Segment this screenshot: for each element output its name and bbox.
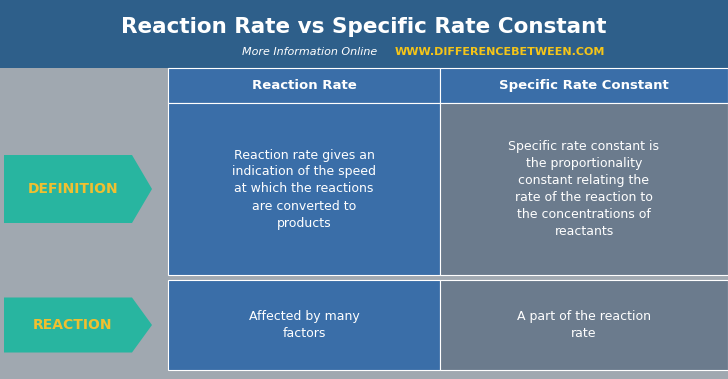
Text: Reaction rate gives an
indication of the speed
at which the reactions
are conver: Reaction rate gives an indication of the… — [232, 149, 376, 230]
Text: Specific Rate Constant: Specific Rate Constant — [499, 79, 669, 92]
Bar — [440, 68, 728, 103]
Text: A part of the reaction
rate: A part of the reaction rate — [517, 310, 651, 340]
Text: REACTION: REACTION — [33, 318, 113, 332]
Polygon shape — [4, 155, 152, 223]
Bar — [440, 103, 728, 275]
Text: More Information Online: More Information Online — [242, 47, 378, 57]
Text: Specific rate constant is
the proportionality
constant relating the
rate of the : Specific rate constant is the proportion… — [508, 140, 660, 238]
Bar — [168, 68, 440, 103]
Polygon shape — [4, 298, 152, 352]
Text: Reaction Rate vs Specific Rate Constant: Reaction Rate vs Specific Rate Constant — [122, 17, 606, 37]
Bar — [168, 103, 440, 275]
Bar — [0, 0, 728, 68]
Text: WWW.DIFFERENCEBETWEEN.COM: WWW.DIFFERENCEBETWEEN.COM — [395, 47, 605, 57]
Bar — [440, 280, 728, 370]
Bar — [168, 280, 440, 370]
Text: Reaction Rate: Reaction Rate — [252, 79, 357, 92]
Text: DEFINITION: DEFINITION — [28, 182, 119, 196]
Text: Affected by many
factors: Affected by many factors — [249, 310, 360, 340]
